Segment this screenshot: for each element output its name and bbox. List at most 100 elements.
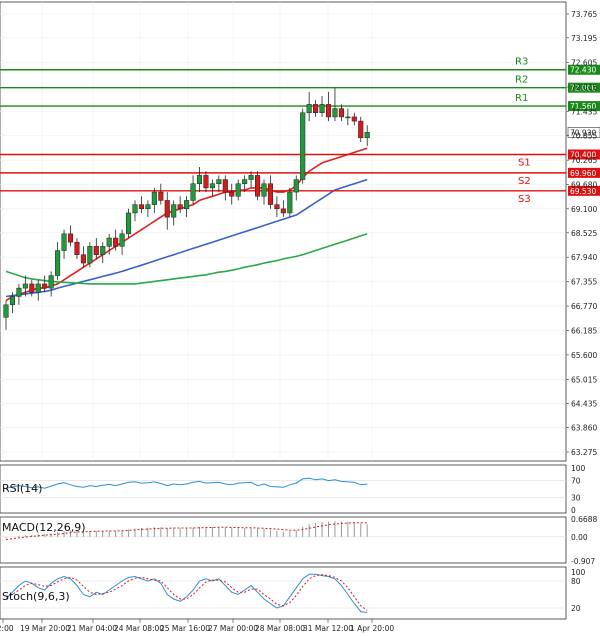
price-tick-label: 67.355 <box>571 278 597 287</box>
candle-body <box>313 104 319 113</box>
candle-body <box>345 116 351 119</box>
moving-average-line <box>5 178 368 298</box>
time-tick-label: 31 Mar 12:00 <box>303 624 353 633</box>
time-tick-label: 24 Mar 08:00 <box>114 624 164 633</box>
support-level-name: S3 <box>518 194 531 205</box>
support-level-name: S2 <box>518 176 531 187</box>
candle-body <box>132 204 138 214</box>
candle-body <box>61 233 67 251</box>
candle-body <box>190 183 196 201</box>
rsi-label: RSI(14) <box>2 482 42 495</box>
candle-body <box>306 104 312 113</box>
candle-body <box>248 175 254 180</box>
price-tick-label: 63.860 <box>571 424 597 433</box>
candle-body <box>87 246 93 264</box>
candle-body <box>42 283 48 289</box>
support-price-tag <box>568 185 600 196</box>
candle-body <box>235 183 241 197</box>
rsi-panel-frame <box>0 464 567 514</box>
support-price-tag-value: 69.960 <box>570 169 596 178</box>
candle-body <box>16 287 22 297</box>
time-tick-label: 1 Apr 20:00 <box>350 624 394 633</box>
price-tick-label: 73.765 <box>571 10 597 19</box>
stoch-k-line <box>5 573 368 613</box>
resistance-price-tag-value: 72.000 <box>570 84 596 93</box>
price-tick-label: 69.680 <box>571 181 597 190</box>
candle-body <box>280 208 286 214</box>
candle-body <box>35 283 41 293</box>
candle-body <box>151 191 157 205</box>
candle-body <box>229 191 235 197</box>
candle-body <box>74 241 80 255</box>
candle-body <box>67 233 74 243</box>
candle-body <box>184 200 190 210</box>
candle-body <box>293 179 299 193</box>
time-tick-label: 25 Mar 16:00 <box>160 624 210 633</box>
candle-body <box>338 108 344 118</box>
price-tick-label: 72.605 <box>571 58 597 67</box>
price-axis: 73.765 73.195 72.605 72.015 71.435 70.855 70.2… <box>566 10 597 457</box>
macd-tick-label: 0.00 <box>571 533 588 542</box>
candle-body <box>158 191 164 201</box>
candle-body <box>80 254 86 264</box>
rsi-tick-label: 100 <box>571 464 586 473</box>
time-tick-label: 28 Mar 08:00 <box>255 624 305 633</box>
candle-body <box>196 175 203 184</box>
last-price-value: 70.930 <box>570 128 596 137</box>
candle-body <box>209 183 215 189</box>
resistance-price-tag <box>568 64 600 75</box>
candle-body <box>29 283 35 293</box>
time-tick-label: 19 Mar 20:00 <box>20 624 70 633</box>
candle-body <box>216 179 222 184</box>
resistance-price-tag-value: 71.560 <box>570 102 596 111</box>
candle-body <box>222 179 228 193</box>
rsi-panel: 100 70 30 0 <box>0 464 586 515</box>
resistance-price-tag <box>568 82 600 93</box>
candle-body <box>319 104 325 113</box>
candle-body <box>274 204 280 210</box>
candle-body <box>48 275 54 289</box>
support-price-tag <box>568 167 600 178</box>
candle-body <box>325 104 332 118</box>
candle-body <box>255 175 261 197</box>
candle-body <box>242 179 248 184</box>
main-grid <box>0 2 566 461</box>
candle-body <box>145 204 151 210</box>
candle-body <box>3 304 9 318</box>
price-tick-label: 64.435 <box>571 400 597 409</box>
price-tick-label: 73.195 <box>571 34 597 43</box>
stoch-tick-label: 80 <box>571 577 581 586</box>
rsi-line <box>5 477 368 489</box>
resistance-price-tag-value: 72.430 <box>570 66 596 75</box>
stoch-panel-frame <box>0 566 567 620</box>
candle-body <box>119 233 125 247</box>
price-tick-label: 66.770 <box>571 302 597 311</box>
price-tick-label: 70.265 <box>571 156 597 165</box>
time-tick-label: 21 Mar 04:00 <box>67 624 117 633</box>
macd-panel: 0.6688 0.00 -0.907 <box>0 515 597 566</box>
time-tick-label: 12:00 <box>0 624 14 633</box>
candlesticks <box>3 87 370 330</box>
resistance-level-name: R2 <box>515 75 528 86</box>
price-tick-label: 71.435 <box>571 107 597 116</box>
candle-body <box>138 204 144 210</box>
price-tick-label: 70.855 <box>571 132 597 141</box>
support-level-name: S1 <box>518 158 531 169</box>
candle-body <box>300 112 306 180</box>
moving-average-line <box>5 233 368 285</box>
resistance-level-name: R3 <box>515 57 528 68</box>
stoch-tick-label: 100 <box>571 568 586 577</box>
resistance-level-name: R1 <box>515 93 528 104</box>
last-price-tag <box>567 127 600 138</box>
stoch-tick-label: 20 <box>571 604 581 613</box>
price-tick-label: 69.100 <box>571 205 597 214</box>
macd-tick-label: -0.907 <box>571 557 595 566</box>
candle-body <box>364 132 370 139</box>
candle-body <box>287 191 293 214</box>
candle-body <box>9 296 15 306</box>
candle-body <box>351 116 357 122</box>
candle-body <box>171 204 177 218</box>
candle-body <box>164 200 170 218</box>
